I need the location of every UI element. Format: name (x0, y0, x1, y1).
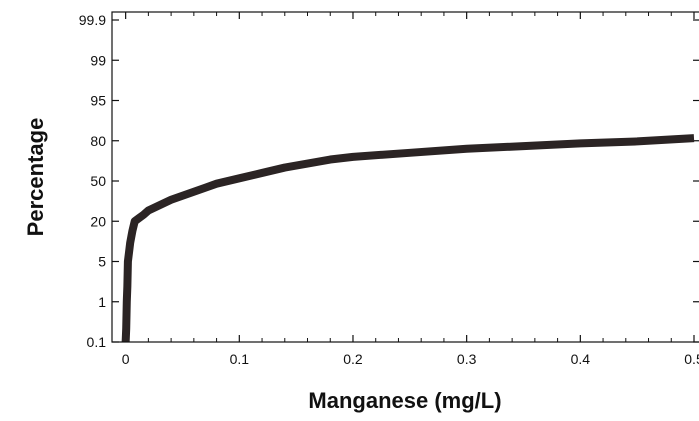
x-tick-label: 0.1 (230, 351, 250, 367)
y-tick-label: 0.1 (87, 334, 107, 350)
plot-frame (111, 11, 699, 343)
x-tick-label: 0.5 (684, 351, 699, 367)
y-tick-label: 80 (90, 133, 106, 149)
y-tick-label: 50 (90, 173, 106, 189)
y-tick-label: 5 (98, 254, 106, 270)
x-tick-label: 0.3 (457, 351, 477, 367)
x-tick-label: 0.4 (571, 351, 591, 367)
y-axis-tick-labels: 0.1 1 5 20 50 80 95 99 99.9 (79, 12, 106, 350)
series-line (121, 134, 695, 343)
y-axis-label: Percentage (23, 118, 48, 237)
x-tick-label: 0.2 (343, 351, 363, 367)
y-tick-label: 99.9 (79, 12, 106, 28)
x-axis-ticks (125, 12, 695, 342)
y-axis-ticks (112, 19, 699, 343)
y-tick-label: 20 (90, 213, 106, 229)
y-tick-label: 99 (90, 52, 106, 68)
y-tick-label: 95 (90, 93, 106, 109)
x-tick-label: 0 (122, 351, 130, 367)
x-axis-tick-labels: 0 0.1 0.2 0.3 0.4 0.5 (122, 351, 699, 367)
data-series (121, 134, 695, 343)
y-tick-label: 1 (98, 294, 106, 310)
x-axis-label: Manganese (mg/L) (308, 388, 501, 413)
